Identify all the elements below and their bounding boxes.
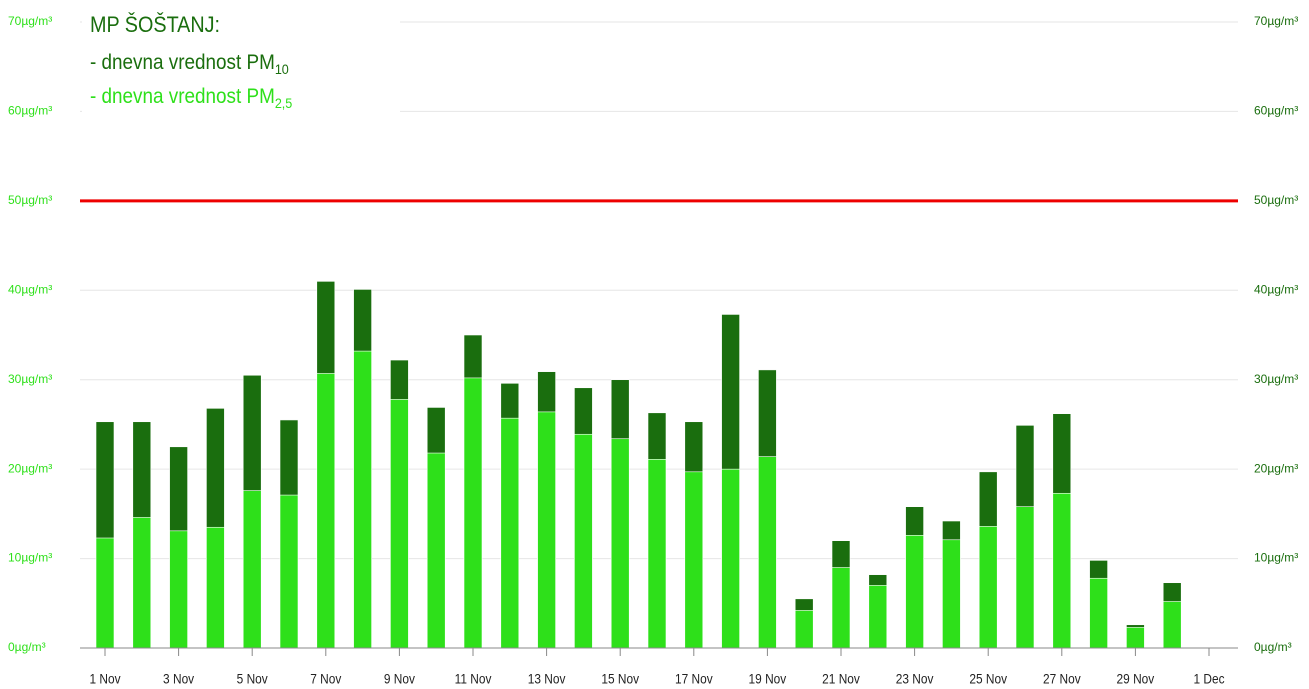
y2-tick-label: 10µg/m³ (1254, 551, 1298, 565)
x-tick-label: 17 Nov (675, 671, 713, 687)
x-tick-label: 19 Nov (749, 671, 787, 687)
y2-tick-label: 60µg/m³ (1254, 104, 1298, 118)
chart-title: MP ŠOŠTANJ: (90, 13, 220, 37)
x-tick-label: 9 Nov (384, 671, 416, 687)
bar (537, 411, 556, 649)
bar (463, 377, 483, 649)
bar (169, 530, 188, 649)
y-tick-label: 40µg/m³ (8, 282, 52, 296)
x-tick-label: 1 Nov (89, 671, 121, 687)
legend-entry: - dnevna vrednost PM2,5 (90, 86, 292, 111)
y2-tick-label: 0µg/m³ (1254, 640, 1292, 654)
bar (426, 452, 446, 649)
bar (721, 468, 740, 649)
bar (610, 438, 630, 649)
bar (831, 567, 851, 649)
x-tick-label: 13 Nov (528, 671, 566, 687)
legend-subscript: 10 (275, 61, 289, 77)
bar (1162, 601, 1182, 649)
x-tick-label: 27 Nov (1043, 671, 1081, 687)
bar (279, 494, 299, 649)
legend-subscript: 2,5 (275, 95, 293, 111)
bar (242, 490, 262, 649)
bar (1126, 627, 1145, 649)
bar (390, 399, 409, 649)
bar (905, 535, 924, 649)
x-tick-label: 21 Nov (822, 671, 860, 687)
y-tick-label: 70µg/m³ (8, 14, 52, 28)
bar (132, 517, 152, 649)
bar (316, 373, 336, 649)
legend-text: - dnevna vrednost PM (90, 86, 275, 109)
bar (574, 433, 593, 649)
bar (1052, 492, 1072, 649)
y2-tick-label: 50µg/m³ (1254, 193, 1298, 207)
y-tick-label: 20µg/m³ (8, 461, 52, 475)
bar (206, 526, 225, 649)
bar (684, 471, 704, 649)
y2-tick-label: 70µg/m³ (1254, 14, 1298, 28)
bar (794, 610, 814, 649)
x-tick-label: 5 Nov (237, 671, 269, 687)
y2-tick-label: 40µg/m³ (1254, 282, 1298, 296)
legend-entry: - dnevna vrednost PM10 (90, 52, 289, 77)
x-tick-label: 3 Nov (163, 671, 195, 687)
y2-tick-label: 30µg/m³ (1254, 372, 1298, 386)
bar (353, 350, 372, 649)
x-tick-label: 15 Nov (601, 671, 639, 687)
x-tick-label: 29 Nov (1117, 671, 1155, 687)
x-tick-label: 25 Nov (969, 671, 1007, 687)
bar (942, 539, 961, 649)
bar (95, 537, 115, 649)
x-tick-label: 1 Dec (1193, 671, 1225, 687)
x-tick-label: 23 Nov (896, 671, 934, 687)
x-tick-label: 11 Nov (455, 671, 492, 687)
bar (500, 417, 520, 649)
y-tick-label: 10µg/m³ (8, 551, 52, 565)
bar (868, 585, 888, 649)
bar (647, 459, 667, 649)
bar (978, 526, 998, 649)
y-tick-label: 30µg/m³ (8, 372, 52, 386)
bar (758, 456, 777, 649)
y-tick-label: 50µg/m³ (8, 193, 52, 207)
bar (1015, 506, 1035, 649)
x-tick-label: 7 Nov (310, 671, 342, 687)
legend-text: - dnevna vrednost PM (90, 52, 275, 75)
y-tick-label: 0µg/m³ (8, 640, 46, 654)
bar (1089, 577, 1108, 649)
y2-tick-label: 20µg/m³ (1254, 461, 1298, 475)
legend-bg (82, 4, 400, 116)
y-tick-label: 60µg/m³ (8, 104, 52, 118)
